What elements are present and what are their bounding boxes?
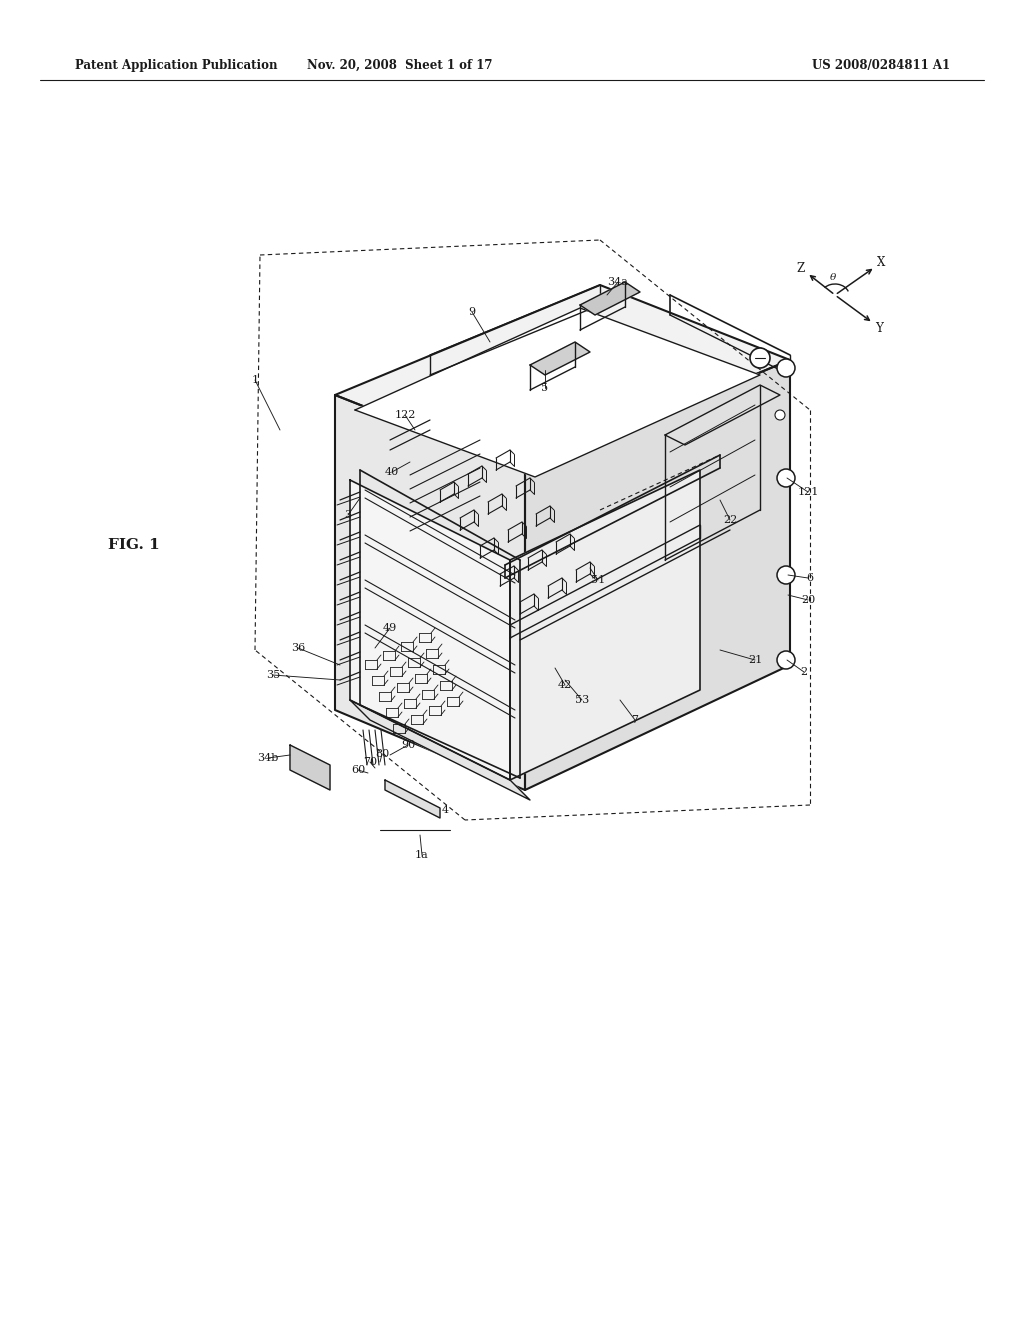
Text: 4: 4: [441, 805, 449, 814]
Text: 35: 35: [266, 671, 281, 680]
Polygon shape: [510, 470, 700, 780]
Text: 49: 49: [383, 623, 397, 634]
Text: 34a: 34a: [607, 277, 629, 286]
Circle shape: [777, 359, 795, 378]
Text: 3: 3: [344, 510, 351, 520]
Text: 1: 1: [252, 375, 259, 385]
Text: 51: 51: [591, 576, 605, 585]
Text: Patent Application Publication: Patent Application Publication: [75, 58, 278, 71]
Text: 90: 90: [400, 741, 415, 750]
Text: 40: 40: [385, 467, 399, 477]
Text: 2: 2: [801, 667, 808, 677]
Text: Y: Y: [876, 322, 883, 334]
Text: 42: 42: [558, 680, 572, 690]
Text: US 2008/0284811 A1: US 2008/0284811 A1: [812, 58, 950, 71]
Text: 1a: 1a: [415, 850, 429, 861]
Text: X: X: [877, 256, 885, 268]
Text: 20: 20: [801, 595, 815, 605]
Text: 22: 22: [723, 515, 737, 525]
Polygon shape: [335, 395, 525, 789]
Text: Nov. 20, 2008  Sheet 1 of 17: Nov. 20, 2008 Sheet 1 of 17: [307, 58, 493, 71]
Circle shape: [775, 411, 785, 420]
Text: 60: 60: [351, 766, 366, 775]
Text: 9: 9: [468, 308, 475, 317]
Polygon shape: [385, 780, 440, 818]
Text: 5: 5: [542, 383, 549, 393]
Text: 36: 36: [291, 643, 305, 653]
Polygon shape: [580, 282, 640, 315]
Text: 70: 70: [362, 756, 377, 767]
Polygon shape: [350, 480, 510, 780]
Polygon shape: [335, 285, 790, 470]
Polygon shape: [525, 360, 790, 789]
Text: FIG. 1: FIG. 1: [108, 539, 160, 552]
Circle shape: [777, 651, 795, 669]
Text: Z: Z: [797, 261, 805, 275]
Text: 21: 21: [748, 655, 762, 665]
Text: 121: 121: [798, 487, 818, 498]
Circle shape: [750, 348, 770, 368]
Text: 122: 122: [394, 411, 416, 420]
Polygon shape: [290, 744, 330, 789]
Text: 6: 6: [807, 573, 813, 583]
Polygon shape: [350, 700, 530, 800]
Polygon shape: [665, 385, 780, 445]
Polygon shape: [530, 342, 590, 375]
Polygon shape: [355, 308, 760, 477]
Text: 53: 53: [574, 696, 589, 705]
Text: 34b: 34b: [257, 752, 279, 763]
Circle shape: [777, 469, 795, 487]
Circle shape: [777, 566, 795, 583]
Text: θ: θ: [829, 272, 837, 281]
Text: 80: 80: [375, 748, 389, 759]
Text: 7: 7: [632, 715, 639, 725]
